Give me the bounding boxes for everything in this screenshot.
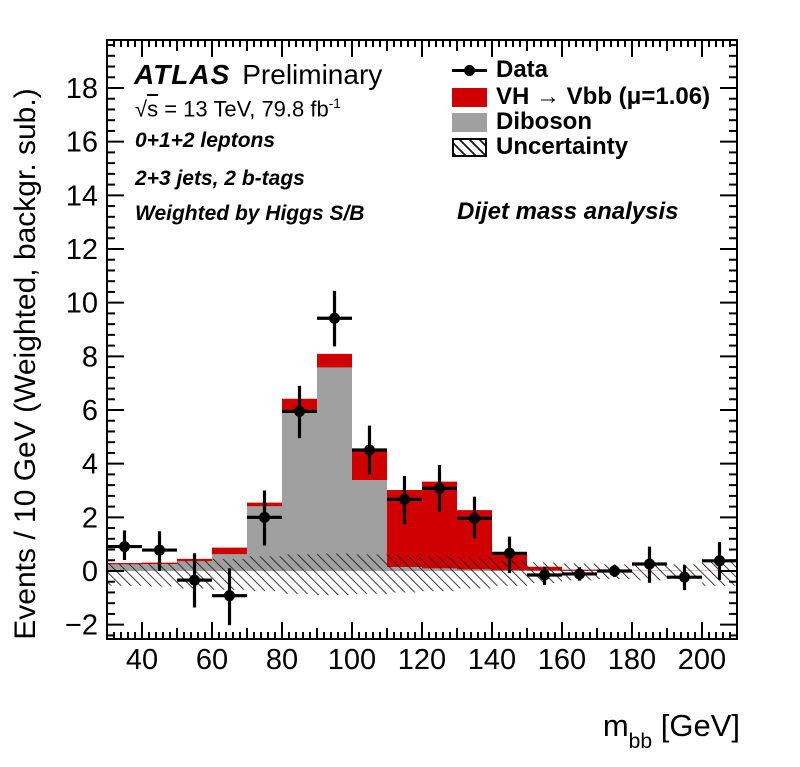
selection-label-jets: 2+3 jets, 2 b-tags [135,167,305,190]
svg-text:100: 100 [328,644,376,676]
lumi-exponent: -1 [328,96,341,111]
data-marker-icon [452,61,487,80]
x-title-symbol: m [602,708,629,743]
diboson-swatch-icon [452,112,487,132]
experiment-name: ATLAS [134,59,231,90]
legend-item-signal: VH → Vbb (μ=1.06) [452,83,711,110]
lumi-label: √s = 13 TeV, 79.8 fb-1 [135,96,341,122]
svg-text:60: 60 [196,644,228,676]
legend-item-data: Data [452,56,549,83]
svg-text:18: 18 [66,73,98,105]
svg-text:−2: −2 [65,610,98,642]
sqrt-symbol: √ [135,96,148,122]
legend-label-diboson: Diboson [496,108,592,135]
svg-text:120: 120 [398,644,446,676]
selection-label-weighted: Weighted by Higgs S/B [135,202,365,225]
legend-label-signal: VH → Vbb (μ=1.06) [496,83,711,110]
atlas-label: ATLAS Preliminary [134,59,382,91]
legend-label-uncertainty: Uncertainty [496,133,629,160]
svg-text:2: 2 [82,502,98,534]
data-points [107,290,737,626]
legend-label-data: Data [496,56,549,83]
x-axis-title: mbb [GeV] [500,708,740,753]
svg-text:140: 140 [468,644,516,676]
x-title-units: [GeV] [652,708,740,743]
svg-text:8: 8 [82,341,98,373]
svg-text:6: 6 [82,395,98,427]
selection-label-leptons: 0+1+2 leptons [135,129,276,152]
legend-item-uncertainty: Uncertainty [452,133,629,160]
y-tick-labels: −2 0 2 4 6 8 10 12 14 16 18 [65,73,98,642]
sqrt-s: s [147,96,159,122]
svg-text:80: 80 [266,644,298,676]
lumi-text: = 13 TeV, 79.8 fb [158,96,329,122]
x-title-subscript: bb [628,729,653,753]
axis-ticks [107,40,737,639]
svg-text:16: 16 [66,127,98,159]
svg-text:4: 4 [82,449,98,481]
svg-text:10: 10 [66,288,98,320]
svg-text:40: 40 [126,644,158,676]
uncertainty-swatch-icon [452,137,487,157]
x-tick-labels: 40 60 80 100 120 140 160 180 200 [126,644,726,676]
svg-text:0: 0 [82,556,98,588]
svg-text:12: 12 [66,234,98,266]
svg-text:160: 160 [538,644,586,676]
y-axis-title: Events / 10 GeV (Weighted, backgr. sub.) [9,88,42,640]
analysis-label: Dijet mass analysis [457,198,679,225]
legend-item-diboson: Diboson [452,108,592,135]
svg-text:200: 200 [678,644,726,676]
histogram-signal [107,353,737,571]
svg-text:14: 14 [66,180,98,212]
svg-text:180: 180 [608,644,656,676]
preliminary-label: Preliminary [242,59,383,90]
signal-swatch-icon [452,87,487,107]
